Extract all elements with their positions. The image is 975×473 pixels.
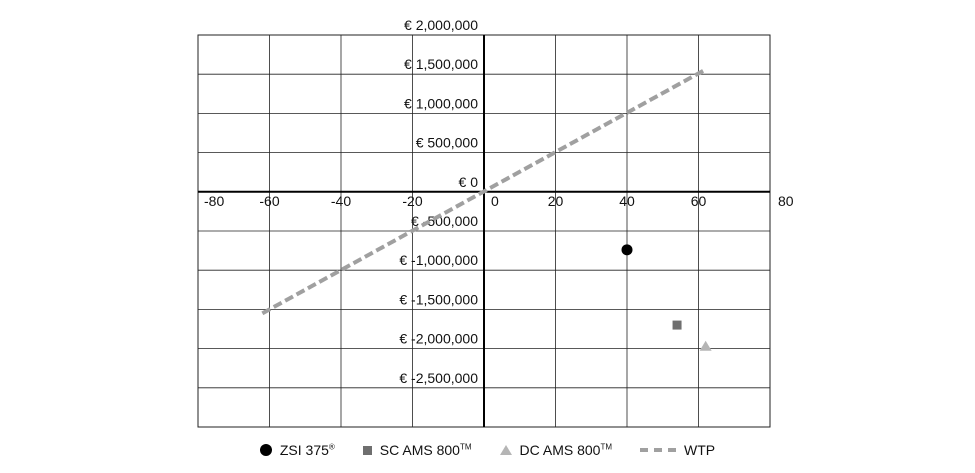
- legend-mark-dc-ams-800: TM: [600, 442, 613, 452]
- wtp-line: [261, 67, 707, 316]
- dashed-line-marker-icon: [640, 448, 677, 452]
- legend: ZSI 375® SC AMS 800TM DC AMS 800TM WTP: [0, 438, 975, 462]
- legend-item-zsi-375: ZSI 375®: [259, 442, 335, 458]
- y-tick-label: € -500,000: [411, 213, 478, 229]
- legend-label-wtp: WTP: [684, 442, 716, 458]
- x-tick-label: 40: [619, 193, 635, 209]
- x-tick-label: 20: [548, 193, 564, 209]
- x-tick-label: -60: [259, 193, 279, 209]
- y-tick-label: € -1,000,000: [399, 252, 478, 268]
- legend-label-dc-ams-800: DC AMS 800: [519, 442, 601, 458]
- x-tick-label: -20: [402, 193, 422, 209]
- x-tick-label: -40: [331, 193, 351, 209]
- circle-marker-icon: [259, 444, 272, 456]
- y-tick-label: € 500,000: [416, 135, 478, 151]
- x-tick-label: -80: [204, 193, 224, 209]
- legend-mark-zsi-375: ®: [328, 442, 335, 452]
- x-tick-label: 0: [491, 193, 499, 209]
- legend-label-zsi-375: ZSI 375: [279, 442, 329, 458]
- sc-ams-800-point: [672, 320, 682, 330]
- y-tick-label: € 1,500,000: [404, 56, 478, 72]
- legend-item-sc-ams-800: SC AMS 800TM: [362, 442, 472, 458]
- dc-ams-800-point: [699, 340, 712, 351]
- legend-item-dc-ams-800: DC AMS 800TM: [499, 442, 613, 458]
- x-tick-label: 80: [778, 193, 794, 209]
- zsi-375-point: [621, 244, 633, 256]
- x-tick-label: 60: [691, 193, 707, 209]
- square-marker-icon: [362, 445, 372, 455]
- y-tick-label: € 2,000,000: [404, 17, 478, 33]
- triangle-marker-icon: [499, 445, 512, 455]
- legend-mark-sc-ams-800: TM: [459, 442, 472, 452]
- y-tick-label: € -1,500,000: [399, 291, 478, 307]
- legend-label-sc-ams-800: SC AMS 800: [379, 442, 460, 458]
- y-tick-label: € 1,000,000: [404, 95, 478, 111]
- y-tick-label: € 0: [459, 174, 479, 190]
- legend-item-wtp: WTP: [640, 442, 715, 458]
- y-tick-label: € -2,500,000: [399, 370, 478, 386]
- y-tick-label: € -2,000,000: [399, 331, 478, 347]
